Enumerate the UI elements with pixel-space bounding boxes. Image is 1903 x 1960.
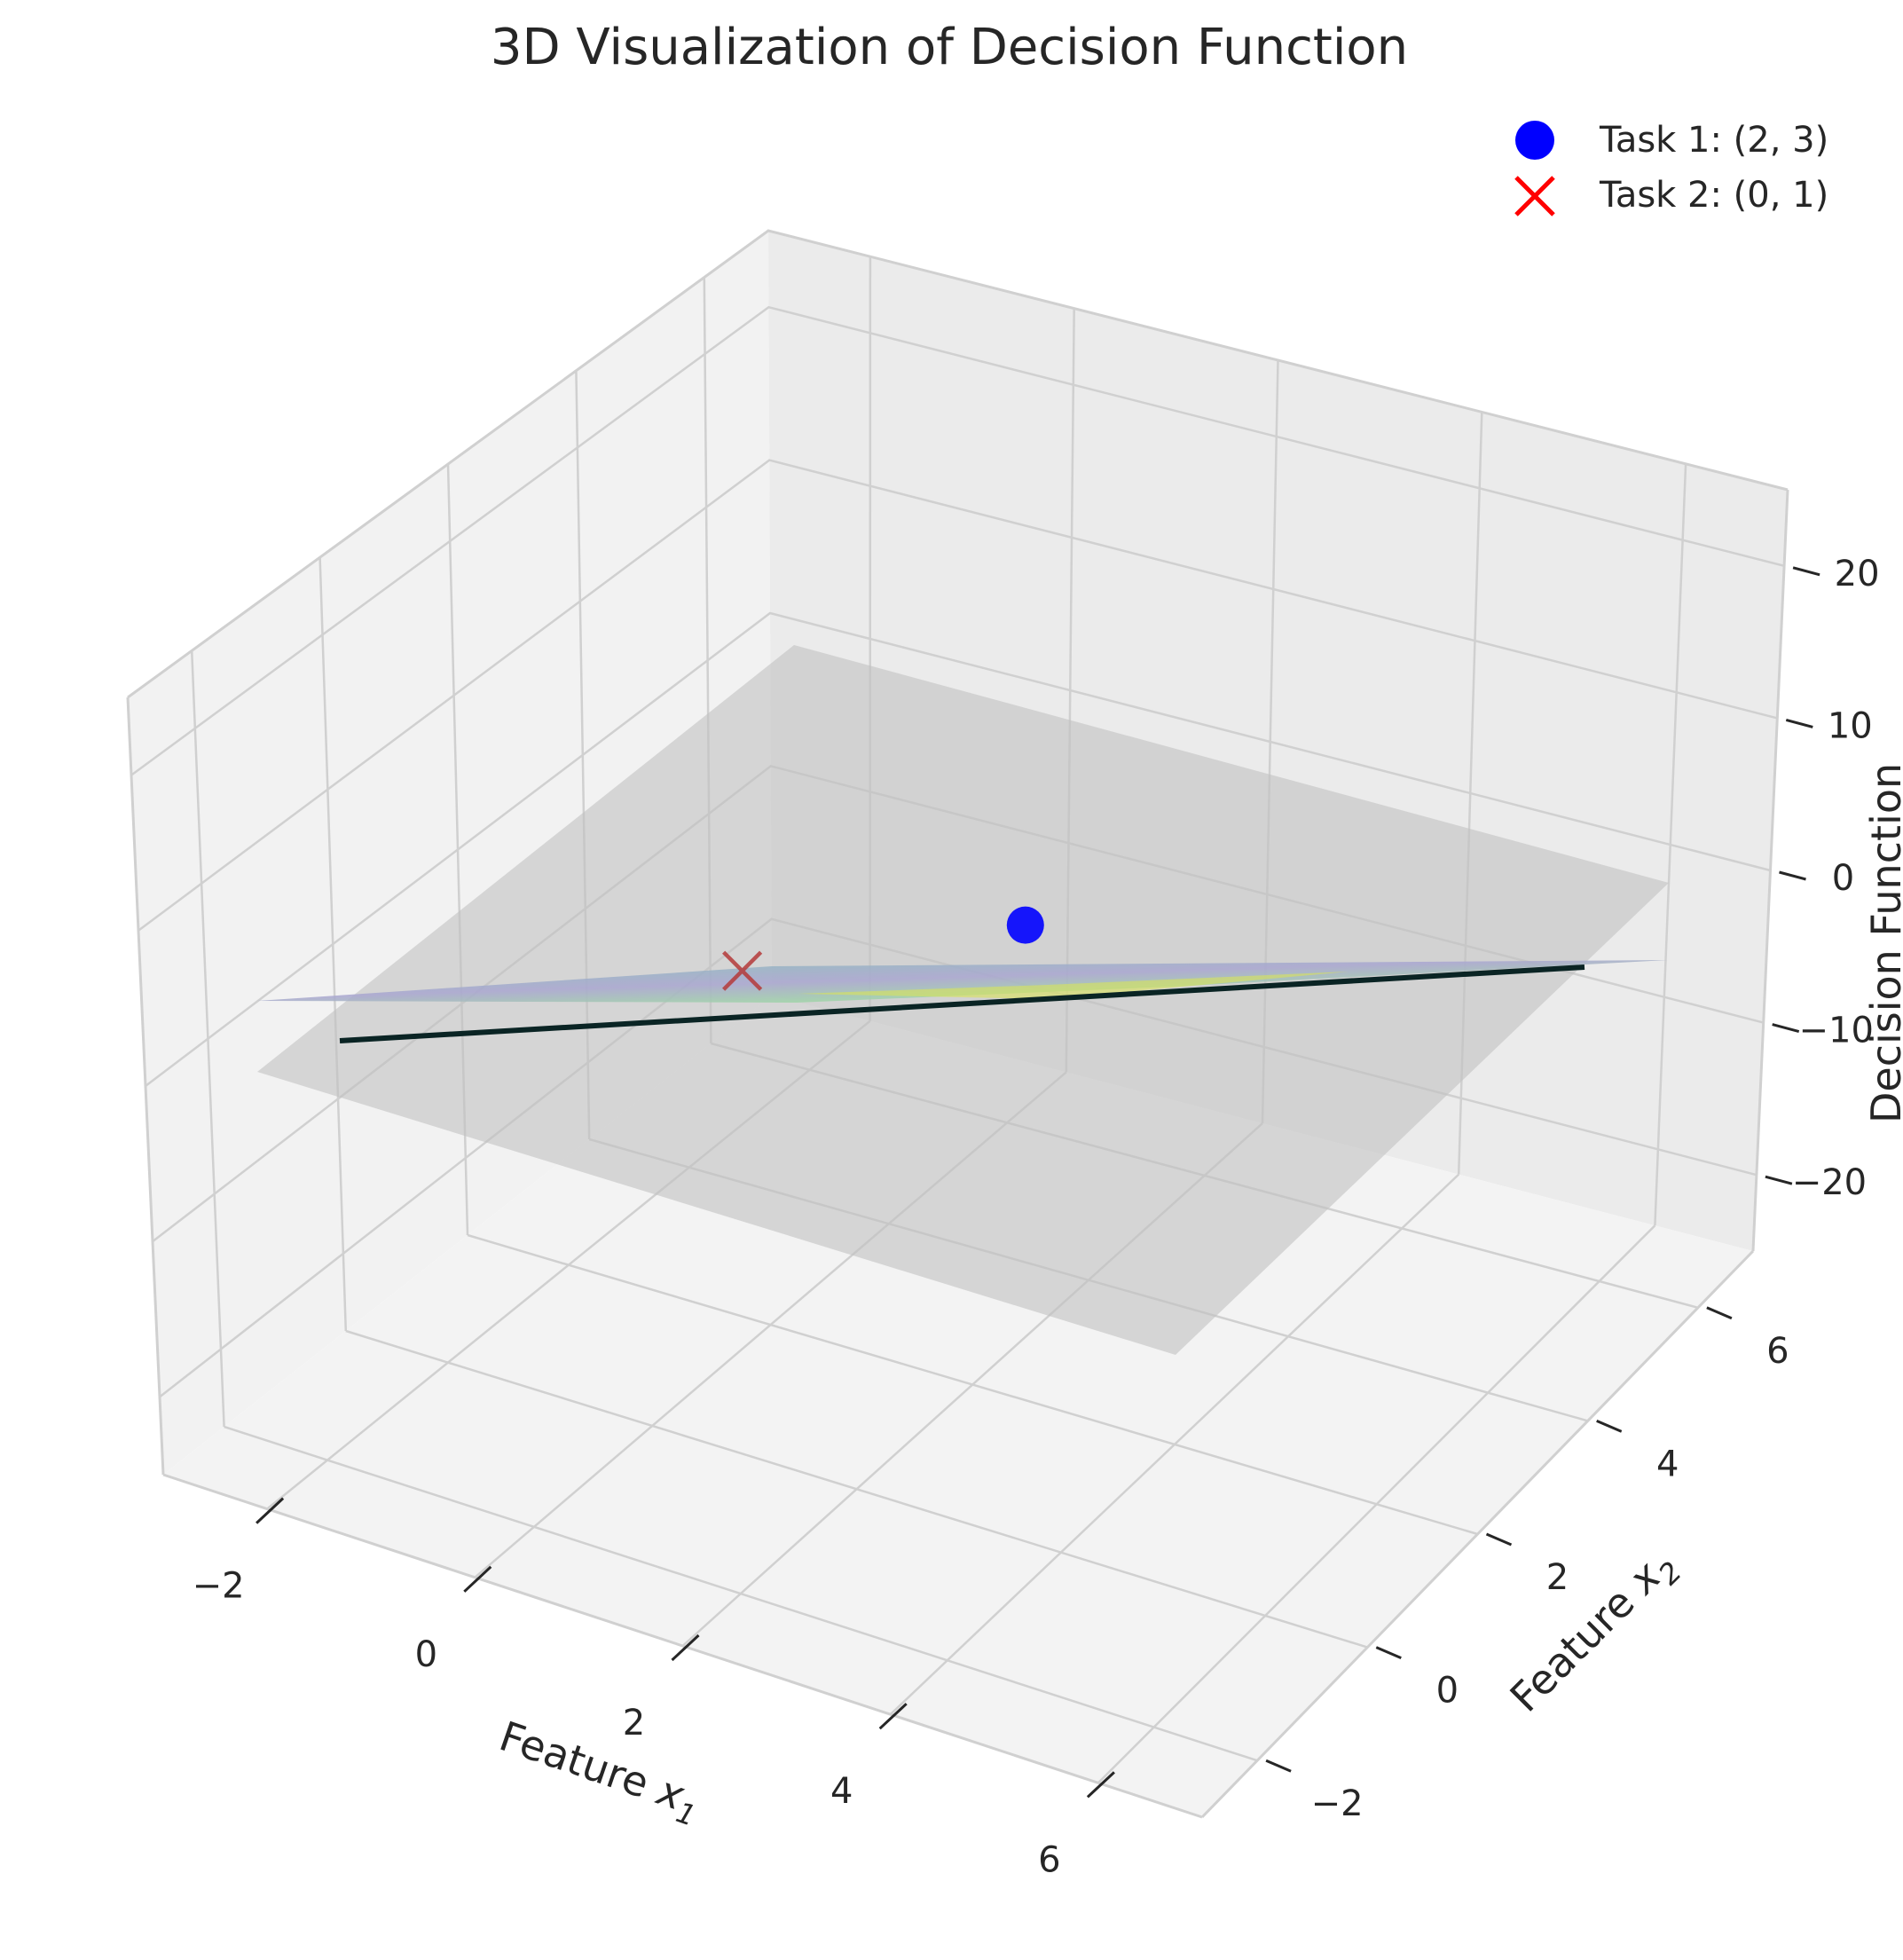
x-tick-mark — [463, 1565, 492, 1593]
x-tick-label: 4 — [830, 1771, 853, 1812]
x-tick-label: 0 — [415, 1634, 437, 1675]
z-tick-mark — [1772, 1023, 1800, 1034]
x-axis-label: Feature x1 — [491, 1712, 707, 1832]
y-gridline-floor — [467, 1233, 1478, 1536]
z-tick-label: 0 — [1832, 858, 1854, 899]
y-gridline-floor — [345, 1329, 1368, 1649]
z-gridline — [130, 305, 1785, 776]
x-tick-mark — [256, 1497, 285, 1524]
task1-marker — [1006, 906, 1044, 944]
z-tick-label: −10 — [1798, 1011, 1873, 1051]
tick-marks — [256, 566, 1820, 1799]
y-gridline-floor — [224, 1425, 1258, 1762]
z-tick-mark — [1785, 718, 1813, 728]
z-tick-mark — [1779, 870, 1806, 881]
z-tick-mark — [1792, 566, 1820, 577]
chart-title: 3D Visualization of Decision Function — [491, 19, 1408, 76]
y-tick-mark — [1596, 1420, 1623, 1433]
x-tick-mark — [671, 1633, 700, 1662]
z-tick-label: −20 — [1792, 1162, 1867, 1203]
y-axis-label: Feature x2 — [1501, 1539, 1688, 1727]
zero-plane — [257, 645, 1669, 1355]
x-tick-label: 6 — [1038, 1839, 1060, 1880]
pane-left — [128, 231, 772, 1475]
z-gridline — [145, 611, 1771, 1087]
x-tick-label: −2 — [193, 1566, 245, 1607]
legend-task2-marker — [1514, 176, 1555, 216]
task2-marker — [722, 950, 763, 991]
y-tick-mark — [1485, 1532, 1513, 1547]
pane-floor — [163, 996, 1753, 1817]
legend-task2-label: Task 2: (0, 1) — [1599, 175, 1828, 216]
x-tick-mark — [878, 1703, 908, 1730]
z-axis-label: Decision Function — [1862, 763, 1903, 1123]
y-tick-mark — [1375, 1646, 1402, 1659]
x-tick-label: 2 — [623, 1703, 645, 1744]
z-tick-mark — [1765, 1175, 1793, 1185]
z-gridline — [138, 459, 1778, 932]
x-tick-mark — [1086, 1771, 1115, 1799]
decision-surface — [257, 960, 1668, 1003]
axis-edges — [126, 229, 1789, 1819]
y-tick-label: 2 — [1546, 1557, 1569, 1598]
y-tick-mark — [1706, 1306, 1733, 1320]
y-tick-label: 4 — [1656, 1444, 1679, 1484]
y-tick-label: −2 — [1311, 1783, 1364, 1824]
legend-task1-label: Task 1: (2, 3) — [1599, 120, 1828, 161]
legend-task1-marker — [1515, 121, 1554, 160]
y-tick-label: 6 — [1766, 1331, 1789, 1372]
y-tick-mark — [1265, 1759, 1292, 1773]
decision-surface-highlight — [798, 972, 1349, 999]
legend: Task 1: (2, 3) Task 2: (0, 1) — [1514, 120, 1828, 216]
y-tick-label: 0 — [1436, 1671, 1459, 1712]
z-tick-label: 10 — [1828, 705, 1873, 746]
decision-boundary-line — [339, 964, 1585, 1043]
z-tick-label: 20 — [1835, 554, 1880, 594]
